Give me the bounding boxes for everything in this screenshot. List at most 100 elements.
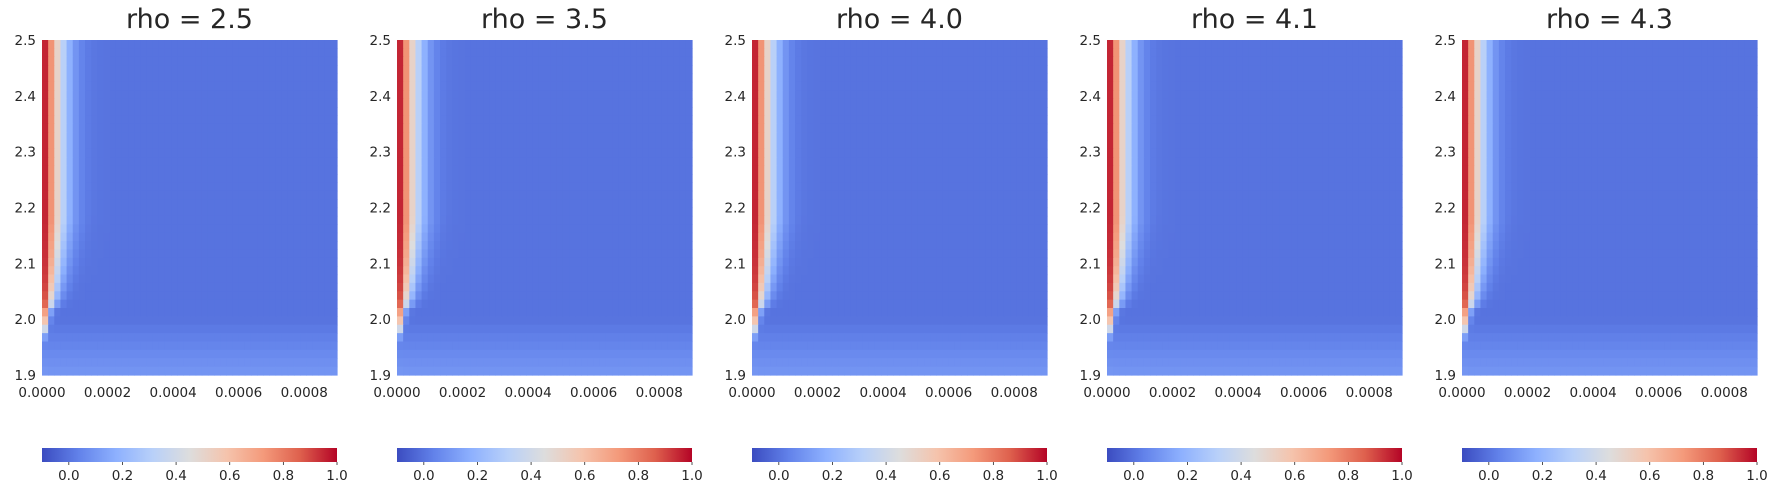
heatmap-cell bbox=[569, 40, 576, 49]
heatmap-cell bbox=[973, 40, 980, 49]
heatmap-cell bbox=[874, 215, 882, 225]
heatmap-cell bbox=[581, 174, 589, 183]
heatmap-cell bbox=[661, 90, 669, 100]
heatmap-cell bbox=[856, 107, 864, 116]
heatmap-cell bbox=[973, 207, 980, 217]
heatmap-cell bbox=[60, 299, 68, 309]
heatmap-cell bbox=[189, 157, 197, 167]
heatmap-cell bbox=[850, 215, 858, 225]
heatmap-cell bbox=[409, 232, 417, 242]
heatmap-cell bbox=[507, 324, 515, 334]
heatmap-cell bbox=[991, 165, 999, 175]
heatmap-cell bbox=[587, 65, 595, 75]
heatmap-cell bbox=[483, 324, 490, 334]
heatmap-cell bbox=[893, 224, 901, 234]
heatmap-cell bbox=[630, 157, 638, 167]
heatmap-cell bbox=[324, 224, 332, 234]
heatmap-cell bbox=[470, 123, 478, 133]
y-tick-label: 2.2 bbox=[370, 201, 391, 217]
heatmap-cell bbox=[263, 333, 270, 343]
heatmap-cell bbox=[850, 81, 858, 91]
heatmap-cell bbox=[831, 165, 839, 175]
heatmap-cell bbox=[232, 341, 240, 351]
heatmap-cell bbox=[171, 140, 178, 150]
heatmap-cell bbox=[519, 341, 527, 351]
heatmap-cell bbox=[1040, 165, 1048, 175]
heatmap-cell bbox=[458, 115, 466, 125]
heatmap-cell bbox=[948, 140, 956, 150]
heatmap-cell bbox=[776, 90, 784, 100]
heatmap-cell bbox=[599, 257, 607, 267]
heatmap-cell bbox=[409, 282, 417, 292]
heatmap-cell bbox=[250, 324, 258, 334]
heatmap-cell bbox=[575, 190, 582, 200]
heatmap-cell bbox=[655, 366, 662, 376]
heatmap-cell bbox=[189, 266, 197, 276]
heatmap-cell bbox=[189, 274, 197, 284]
heatmap-cell bbox=[42, 73, 49, 83]
heatmap-cell bbox=[942, 199, 950, 209]
heatmap-cell bbox=[661, 140, 669, 150]
heatmap-cell bbox=[532, 165, 539, 175]
heatmap-cell bbox=[550, 56, 558, 66]
heatmap-cell bbox=[427, 56, 435, 66]
heatmap-cell bbox=[513, 98, 521, 108]
heatmap-cell bbox=[452, 48, 460, 58]
heatmap-cell bbox=[605, 157, 613, 167]
heatmap-cell bbox=[581, 140, 589, 150]
x-tick-label: 0.0004 bbox=[504, 385, 551, 401]
heatmap-cell bbox=[60, 249, 68, 259]
heatmap-cell bbox=[507, 81, 515, 91]
heatmap-cell bbox=[60, 199, 68, 209]
heatmap-cell bbox=[862, 215, 870, 225]
heatmap-cell bbox=[403, 308, 410, 317]
heatmap-cell bbox=[409, 182, 417, 192]
heatmap-cell bbox=[838, 148, 845, 158]
heatmap-cell bbox=[115, 132, 123, 142]
heatmap-cell bbox=[624, 257, 632, 267]
heatmap-cell bbox=[526, 207, 533, 217]
heatmap-cell bbox=[287, 341, 295, 351]
heatmap-cell bbox=[489, 341, 496, 351]
heatmap-cell bbox=[501, 266, 509, 276]
heatmap-cell bbox=[905, 107, 913, 116]
heatmap-cell bbox=[825, 123, 833, 133]
heatmap-cell bbox=[618, 174, 625, 183]
heatmap-cell bbox=[470, 73, 478, 83]
heatmap-cell bbox=[483, 90, 490, 100]
heatmap-cell bbox=[85, 81, 92, 91]
heatmap-cell bbox=[214, 48, 221, 58]
heatmap-cell bbox=[72, 366, 80, 376]
heatmap-cell bbox=[874, 190, 882, 200]
heatmap-cell bbox=[642, 282, 650, 292]
heatmap-cell bbox=[330, 249, 338, 259]
heatmap-cell bbox=[103, 65, 111, 75]
heatmap-cell bbox=[881, 148, 888, 158]
colorbar-tick-label: 1.0 bbox=[681, 468, 702, 484]
heatmap-cell bbox=[501, 224, 509, 234]
heatmap-cell bbox=[495, 157, 503, 167]
heatmap-cell bbox=[587, 299, 595, 309]
heatmap-cell bbox=[936, 157, 944, 167]
heatmap-cell bbox=[415, 366, 423, 376]
heatmap-cell bbox=[103, 349, 111, 359]
heatmap-cell bbox=[685, 207, 693, 217]
heatmap-cell bbox=[324, 199, 332, 209]
heatmap-cell bbox=[306, 90, 314, 100]
heatmap-cell bbox=[440, 174, 447, 183]
heatmap-cell bbox=[636, 73, 644, 83]
heatmap-cell bbox=[201, 182, 209, 192]
heatmap-cell bbox=[306, 232, 314, 242]
heatmap-cell bbox=[470, 182, 478, 192]
heatmap-cell bbox=[121, 274, 129, 284]
heatmap-cell bbox=[776, 98, 784, 108]
heatmap-cell bbox=[979, 123, 987, 133]
heatmap-cell bbox=[109, 358, 117, 368]
heatmap-cell bbox=[862, 123, 870, 133]
heatmap-cell bbox=[599, 182, 607, 192]
heatmap-cell bbox=[226, 157, 234, 167]
heatmap-cell bbox=[831, 115, 839, 125]
heatmap-cell bbox=[655, 241, 662, 250]
heatmap-cell bbox=[489, 333, 496, 343]
heatmap-cell bbox=[788, 90, 796, 100]
